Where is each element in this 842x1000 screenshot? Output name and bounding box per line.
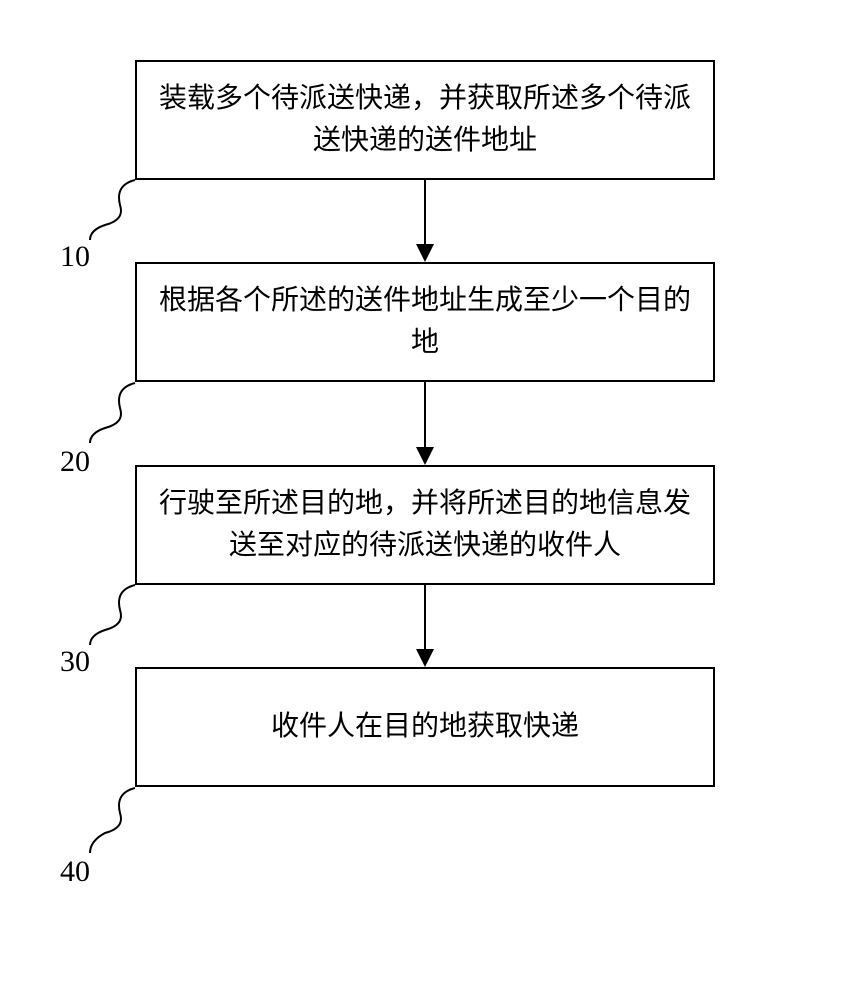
flow-box-text: 根据各个所述的送件地址生成至少一个目的地: [157, 280, 693, 364]
squiggle-connector-10: [85, 175, 145, 245]
step-label-20: 20: [60, 445, 90, 479]
arrow-head-1: [416, 244, 434, 262]
step-label-10: 10: [60, 240, 90, 274]
flow-box-step30: 行驶至所述目的地，并将所述目的地信息发送至对应的待派送快递的收件人: [135, 465, 715, 585]
squiggle-connector-30: [85, 580, 145, 650]
arrow-head-3: [416, 649, 434, 667]
flow-box-step10: 装载多个待派送快递，并获取所述多个待派送快递的送件地址: [135, 60, 715, 180]
flow-box-text: 收件人在目的地获取快递: [271, 706, 579, 748]
squiggle-connector-20: [85, 378, 145, 448]
squiggle-connector-40: [85, 783, 145, 858]
flow-box-text: 行驶至所述目的地，并将所述目的地信息发送至对应的待派送快递的收件人: [157, 483, 693, 567]
flow-box-text: 装载多个待派送快递，并获取所述多个待派送快递的送件地址: [157, 78, 693, 162]
flow-box-step20: 根据各个所述的送件地址生成至少一个目的地: [135, 262, 715, 382]
arrow-line-1: [424, 180, 426, 244]
arrow-line-3: [424, 585, 426, 649]
flow-box-step40: 收件人在目的地获取快递: [135, 667, 715, 787]
arrow-head-2: [416, 447, 434, 465]
step-label-40: 40: [60, 855, 90, 889]
arrow-line-2: [424, 382, 426, 447]
step-label-30: 30: [60, 645, 90, 679]
flowchart-container: 装载多个待派送快递，并获取所述多个待派送快递的送件地址 10 根据各个所述的送件…: [0, 0, 842, 1000]
